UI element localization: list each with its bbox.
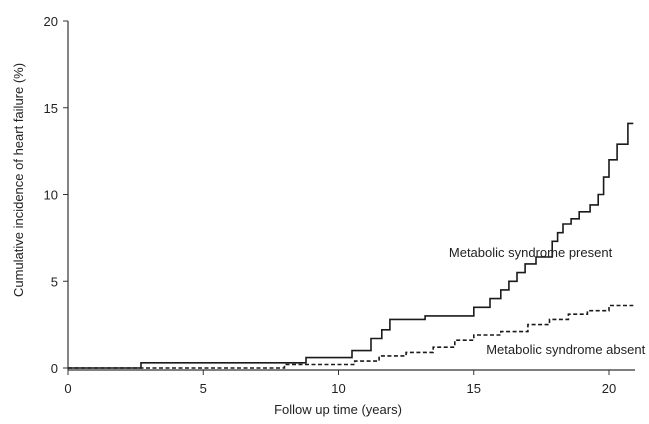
x-tick-label: 10 <box>331 381 345 396</box>
annotation-label: Metabolic syndrome absent <box>486 342 645 357</box>
x-tick-label: 0 <box>64 381 71 396</box>
series-layer <box>68 122 634 369</box>
x-tick-label: 20 <box>602 381 616 396</box>
x-axis-title: Follow up time (years) <box>274 402 402 417</box>
y-tick-label: 5 <box>51 274 58 289</box>
x-tick-label: 5 <box>200 381 207 396</box>
y-tick-label: 15 <box>44 101 58 116</box>
y-tick-label: 10 <box>44 188 58 203</box>
series-line-metabolic-syndrome-absent <box>68 304 634 369</box>
x-tick-label: 15 <box>467 381 481 396</box>
y-axis-title: Cumulative incidence of heart failure (%… <box>11 63 26 297</box>
series-line-metabolic-syndrome-present <box>68 122 634 369</box>
axes: 0 5 10 15 20 0 5 10 15 20 <box>44 14 635 396</box>
y-tick-label: 0 <box>51 361 58 376</box>
annotation-label: Metabolic syndrome present <box>449 245 613 260</box>
y-tick-label: 20 <box>44 14 58 29</box>
annotation-layer: Metabolic syndrome present Metabolic synd… <box>449 245 646 357</box>
